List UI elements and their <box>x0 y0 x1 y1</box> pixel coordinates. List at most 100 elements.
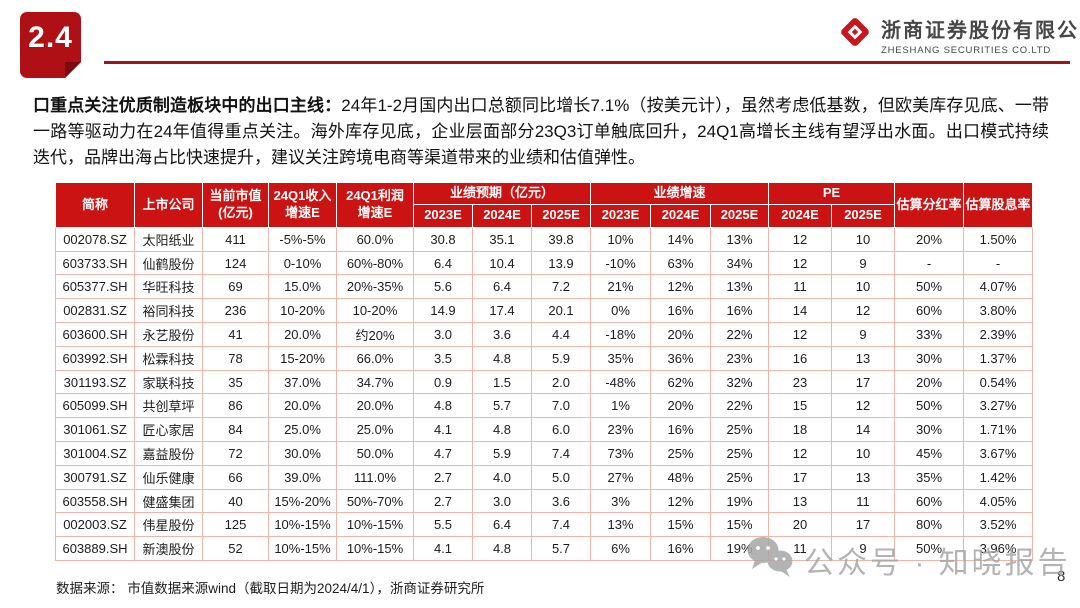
table-cell: 1% <box>590 393 651 419</box>
table-cell: 10.4 <box>472 250 532 276</box>
table-row: 605377.SH 华旺科技 69 15.0% 20%-35% 5.6 6.4 7.2 21% 1… <box>55 274 1033 300</box>
table-cell: 15% <box>650 512 711 538</box>
table-cell: 4.8 <box>472 536 532 562</box>
table-cell: 14 <box>768 298 832 324</box>
table-cell: 301004.SZ <box>55 441 135 466</box>
table-cell: 永艺股份 <box>134 322 203 347</box>
table-cell: 0% <box>590 298 651 324</box>
table-cell: 16% <box>650 417 711 443</box>
table-cell: 5.6 <box>413 274 473 300</box>
company-name-en: ZHESHANG SECURITIES CO.LTD <box>881 44 1052 56</box>
table-cell: 10 <box>831 226 895 252</box>
table-cell: 20% <box>894 369 964 395</box>
table-cell: 62% <box>650 369 711 395</box>
table-cell: 共创草坪 <box>134 393 203 419</box>
data-source-note: 数据来源： 市值数据来源wind（截取日期为2024/4/1），浙商证券研究所 <box>56 581 485 596</box>
table-cell: 1.5 <box>472 369 532 395</box>
table-cell: 0-10% <box>268 250 337 276</box>
group-growth: 业绩增速 <box>590 182 769 205</box>
table-cell: 300791.SZ <box>55 464 135 490</box>
table-cell: 3.0 <box>472 488 532 514</box>
table-cell: 1.50% <box>963 226 1033 252</box>
table-cell: 健盛集团 <box>134 488 203 514</box>
table-cell: 10-20% <box>336 298 414 324</box>
table-cell: 5.7 <box>531 536 591 562</box>
table-cell: 13 <box>768 488 832 514</box>
table-cell: 12 <box>768 322 832 347</box>
col-forecast-2023e: 2023E <box>413 203 473 228</box>
table-cell: 20% <box>894 226 964 252</box>
table-cell: 25% <box>710 417 769 443</box>
table-cell: 9 <box>831 250 895 276</box>
table-cell: 39.8 <box>531 226 591 252</box>
table-cell: 6.4 <box>413 250 473 276</box>
table-cell: 家联科技 <box>134 369 203 395</box>
table-cell: 5.5 <box>413 512 473 538</box>
table-cell: 40 <box>202 488 269 514</box>
watermark-text: 公众号 · 知晓报告 <box>804 546 1071 580</box>
table-cell: 66.0% <box>336 345 414 371</box>
table-cell: 20% <box>650 322 711 347</box>
col-company: 上市公司 <box>134 182 203 228</box>
table-cell: 125 <box>202 512 269 538</box>
table-cell: 4.1 <box>413 417 473 443</box>
table-cell: 4.7 <box>413 441 473 466</box>
table-cell: 48% <box>650 464 711 490</box>
table-cell: 25% <box>710 441 769 466</box>
table-cell: 35 <box>202 369 269 395</box>
table-cell: 16% <box>710 298 769 324</box>
table-cell: 嘉益股份 <box>134 441 203 466</box>
table-cell: 15%-20% <box>268 488 337 514</box>
table-cell: 603733.SH <box>55 250 135 276</box>
table-cell: 新澳股份 <box>134 536 203 562</box>
table-cell: 69 <box>202 274 269 300</box>
col-ticker: 简称 <box>55 182 135 228</box>
table-cell: 5.0 <box>531 464 591 490</box>
table-cell: 34.7% <box>336 369 414 395</box>
col-growth-2023e: 2023E <box>590 203 651 228</box>
table-cell: 4.4 <box>531 322 591 347</box>
zheshang-knot-icon <box>836 13 874 56</box>
table-cell: 605377.SH <box>55 274 135 300</box>
table-cell: 19% <box>710 488 769 514</box>
table-cell: 9 <box>831 322 895 347</box>
table-cell: 3.0 <box>413 322 473 347</box>
table-cell: 002003.SZ <box>55 512 135 538</box>
table-cell: 15% <box>710 512 769 538</box>
table-cell: 12 <box>831 393 895 419</box>
table-cell: 45% <box>894 441 964 466</box>
col-growth-2024e: 2024E <box>650 203 711 228</box>
table-cell: 12 <box>768 226 832 252</box>
table-row: 301004.SZ 嘉益股份 72 30.0% 50.0% 4.7 5.9 7.4 73% 25%… <box>55 441 1033 466</box>
table-cell: 111.0% <box>336 464 414 490</box>
table-cell: -18% <box>590 322 651 347</box>
table-cell: 11 <box>831 488 895 514</box>
table-cell: 37.0% <box>268 369 337 395</box>
table-cell: 30% <box>894 345 964 371</box>
table-cell: 0.9 <box>413 369 473 395</box>
table-cell: 20 <box>768 512 832 538</box>
table-row: 002831.SZ 裕同科技 236 10-20% 10-20% 14.9 17.4 20.1… <box>55 298 1033 324</box>
table-cell: 21% <box>590 274 651 300</box>
table-cell: 35.1 <box>472 226 532 252</box>
col-q1-revenue-growth: 24Q1收入 增速E <box>268 182 337 228</box>
table-cell: 32% <box>710 369 769 395</box>
table-cell: -5%-5% <box>268 226 337 252</box>
table-cell: 10%-15% <box>268 536 337 562</box>
table-cell: 14% <box>650 226 711 252</box>
table-cell: 22% <box>710 393 769 419</box>
table-row: 603992.SH 松霖科技 78 15-20% 66.0% 3.5 4.8 5.9 35% 36… <box>55 345 1033 371</box>
paragraph-lead: 口重点关注优质制造板块中的出口主线： <box>33 96 342 115</box>
table-cell: 1.42% <box>963 464 1033 490</box>
table-cell: 1.71% <box>963 417 1033 443</box>
table-cell: 伟星股份 <box>134 512 203 538</box>
table-cell: - <box>894 250 964 276</box>
table-cell: 6.4 <box>472 274 532 300</box>
table-cell: 3.52% <box>963 512 1033 538</box>
table-cell: 10%-15% <box>336 512 414 538</box>
table-cell: 10 <box>831 441 895 466</box>
table-cell: -48% <box>590 369 651 395</box>
table-row: 605099.SH 共创草坪 86 20.0% 20.0% 4.8 5.7 7.0 1% 20% 2… <box>55 393 1033 419</box>
table-row: 603600.SH 永艺股份 41 20.0% 约20% 3.0 3.6 4.4 -18% 20%… <box>55 322 1033 347</box>
table-cell: 603889.SH <box>55 536 135 562</box>
